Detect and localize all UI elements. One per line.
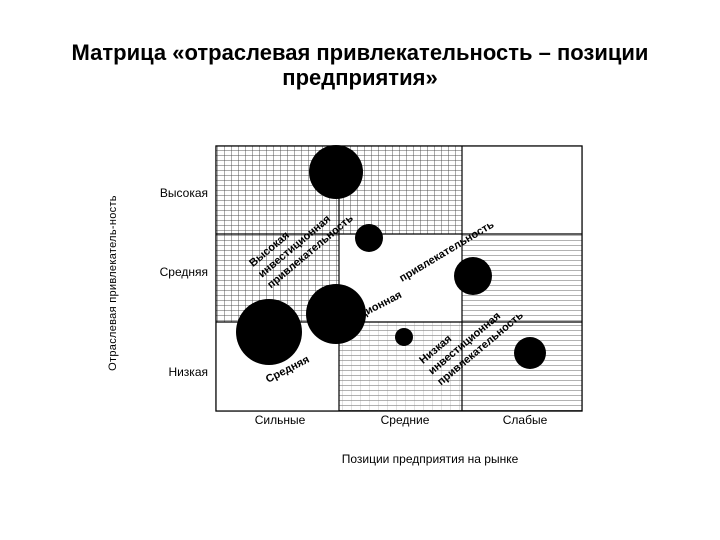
business-circle-5 (236, 299, 302, 365)
cell-high-weak (462, 146, 582, 234)
x-tick-medium: Средние (380, 413, 430, 427)
business-circle-6 (395, 328, 413, 346)
x-tick-weak: Слабые (502, 413, 548, 427)
title-line-2: предприятия» (282, 65, 438, 90)
x-tick-strong: Сильные (254, 413, 306, 427)
business-circle-7 (514, 337, 546, 369)
y-tick-medium: Средняя (159, 265, 208, 279)
title-line-1: Матрица «отраслевая привлекательность – … (71, 40, 649, 65)
business-circle-2 (355, 224, 383, 252)
slide-title: Матрица «отраслевая привлекательность – … (20, 40, 700, 90)
matrix-border (215, 145, 583, 412)
business-circle-1 (309, 145, 363, 199)
business-circle-4 (306, 284, 366, 344)
y-tick-low: Низкая (168, 365, 208, 379)
y-tick-high: Высокая (159, 186, 208, 200)
x-axis-label: Позиции предприятия на рынке (341, 452, 519, 466)
business-circle-3 (454, 257, 492, 295)
